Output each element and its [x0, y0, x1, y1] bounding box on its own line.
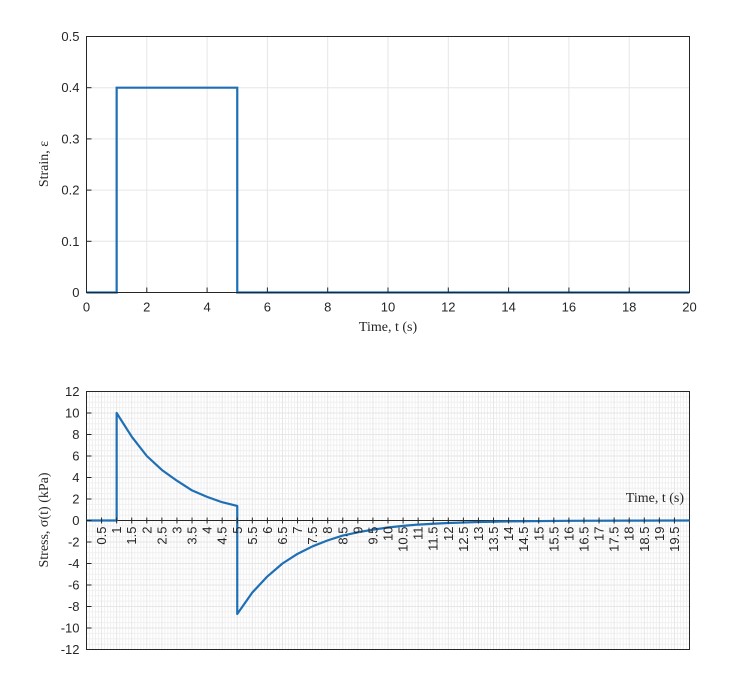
stress-x-tick-label: 13 — [471, 527, 486, 541]
strain-gridlines — [86, 36, 690, 293]
stress-chart: 0.5 1 1.5 2 2.5 3 3.5 4 4.5 5 5.5 6 6.5 7 7.5 8 8.5 9 9.5 1… — [37, 384, 690, 657]
strain-x-tick-label: 14 — [501, 300, 515, 315]
stress-y-tick-label: -10 — [61, 621, 80, 636]
strain-x-axis-label: Time, t (s) — [359, 320, 418, 335]
strain-chart: 0 2 4 6 8 10 12 14 16 18 20 0 0.1 0.2 0.3 0.4 0.5 Time,… — [37, 29, 697, 335]
strain-y-tick-label: 0.4 — [61, 80, 79, 95]
stress-x-tick-label: 7 — [290, 527, 305, 534]
stress-x-tick-label: 3.5 — [185, 527, 200, 545]
stress-x-tick-label: 0.5 — [94, 527, 109, 545]
stress-y-tick-label: 12 — [65, 384, 79, 399]
stress-x-tick-label: 5 — [230, 527, 245, 534]
stress-y-tick-label: 0 — [72, 513, 79, 528]
stress-x-tick-label: 18.5 — [637, 527, 652, 552]
stress-x-tick-label: 3 — [169, 527, 184, 534]
stress-x-tick-label: 10.5 — [396, 527, 411, 552]
stress-x-tick-label: 5.5 — [245, 527, 260, 545]
stress-x-tick-label: 11.5 — [426, 527, 441, 551]
stress-x-tick-label: 12.5 — [456, 527, 471, 552]
stress-x-tick-label: 18 — [622, 527, 637, 541]
strain-y-tick-label: 0.3 — [61, 131, 79, 146]
stress-y-tick-label: -8 — [68, 599, 80, 614]
stress-x-tick-label: 19 — [652, 527, 667, 541]
strain-y-ticks: 0 0.1 0.2 0.3 0.4 0.5 — [61, 29, 92, 300]
stress-y-tick-label: 8 — [72, 427, 79, 442]
strain-x-tick-label: 16 — [562, 300, 576, 315]
stress-x-tick-label: 16 — [561, 527, 576, 541]
stress-x-tick-label: 17.5 — [607, 527, 622, 552]
strain-x-tick-label: 18 — [622, 300, 636, 315]
stress-x-tick-label: 15 — [531, 527, 546, 541]
stress-x-tick-label: 1 — [109, 527, 124, 534]
stress-x-tick-label: 17 — [592, 527, 607, 541]
stress-y-tick-label: -6 — [68, 578, 80, 593]
strain-x-tick-label: 20 — [682, 300, 696, 315]
strain-x-tick-label: 10 — [381, 300, 395, 315]
stress-x-tick-label: 1.5 — [124, 527, 139, 545]
stress-y-tick-label: 6 — [72, 449, 79, 464]
stress-x-tick-label: 19.5 — [667, 527, 682, 552]
stress-x-tick-label: 6 — [260, 527, 275, 534]
strain-x-tick-label: 2 — [143, 300, 150, 315]
stress-y-tick-label: 2 — [72, 492, 79, 507]
stress-y-tick-label: 4 — [72, 470, 79, 485]
strain-y-tick-label: 0 — [72, 285, 79, 300]
stress-x-tick-label: 14.5 — [516, 527, 531, 552]
stress-x-tick-label: 15.5 — [546, 527, 561, 552]
strain-y-tick-label: 0.2 — [61, 183, 79, 198]
stress-x-tick-label: 2 — [139, 527, 154, 534]
stress-x-tick-label: 8 — [320, 527, 335, 534]
stress-x-tick-label: 9 — [350, 527, 365, 534]
stress-y-tick-label: -4 — [68, 556, 80, 571]
stress-x-tick-label: 7.5 — [305, 527, 320, 545]
strain-x-tick-label: 6 — [264, 300, 271, 315]
stress-x-tick-label: 13.5 — [486, 527, 501, 552]
stress-x-tick-label: 4.5 — [215, 527, 230, 545]
strain-x-tick-label: 8 — [324, 300, 331, 315]
stress-x-tick-label: 9.5 — [365, 527, 380, 545]
stress-y-tick-label: -12 — [61, 642, 80, 657]
stress-x-tick-label: 11 — [411, 527, 426, 541]
stress-x-tick-label: 4 — [200, 527, 215, 534]
strain-y-axis-label: Strain, ε — [37, 141, 52, 187]
stress-x-tick-label: 16.5 — [576, 527, 591, 552]
strain-x-ticks: 0 2 4 6 8 10 12 14 16 18 20 — [83, 287, 697, 315]
stress-y-axis-label: Stress, σ(t) (kPa) — [37, 472, 52, 567]
stress-y-tick-label: -2 — [68, 535, 80, 550]
strain-y-tick-label: 0.1 — [61, 234, 79, 249]
strain-x-tick-label: 4 — [203, 300, 210, 315]
stress-y-ticks: 12 10 8 6 4 2 0 -2 -4 -6 -8 -10 -12 — [61, 384, 92, 657]
stress-x-ticks: 0.5 1 1.5 2 2.5 3 3.5 4 4.5 5 5.5 6 6.5 7 7.5 8 8.5 9 9.5 1… — [94, 517, 682, 552]
stress-x-tick-label: 10 — [381, 527, 396, 541]
stress-x-tick-label: 8.5 — [335, 527, 350, 545]
strain-y-tick-label: 0.5 — [61, 29, 79, 44]
stress-x-tick-label: 6.5 — [275, 527, 290, 545]
stress-x-axis-label: Time, t (s) — [626, 491, 685, 506]
stress-x-tick-label: 14 — [501, 527, 516, 541]
strain-x-tick-label: 0 — [83, 300, 90, 315]
strain-x-tick-label: 12 — [441, 300, 455, 315]
stress-y-tick-label: 10 — [65, 406, 79, 421]
stress-x-tick-label: 2.5 — [154, 527, 169, 545]
stress-x-tick-label: 12 — [441, 527, 456, 541]
